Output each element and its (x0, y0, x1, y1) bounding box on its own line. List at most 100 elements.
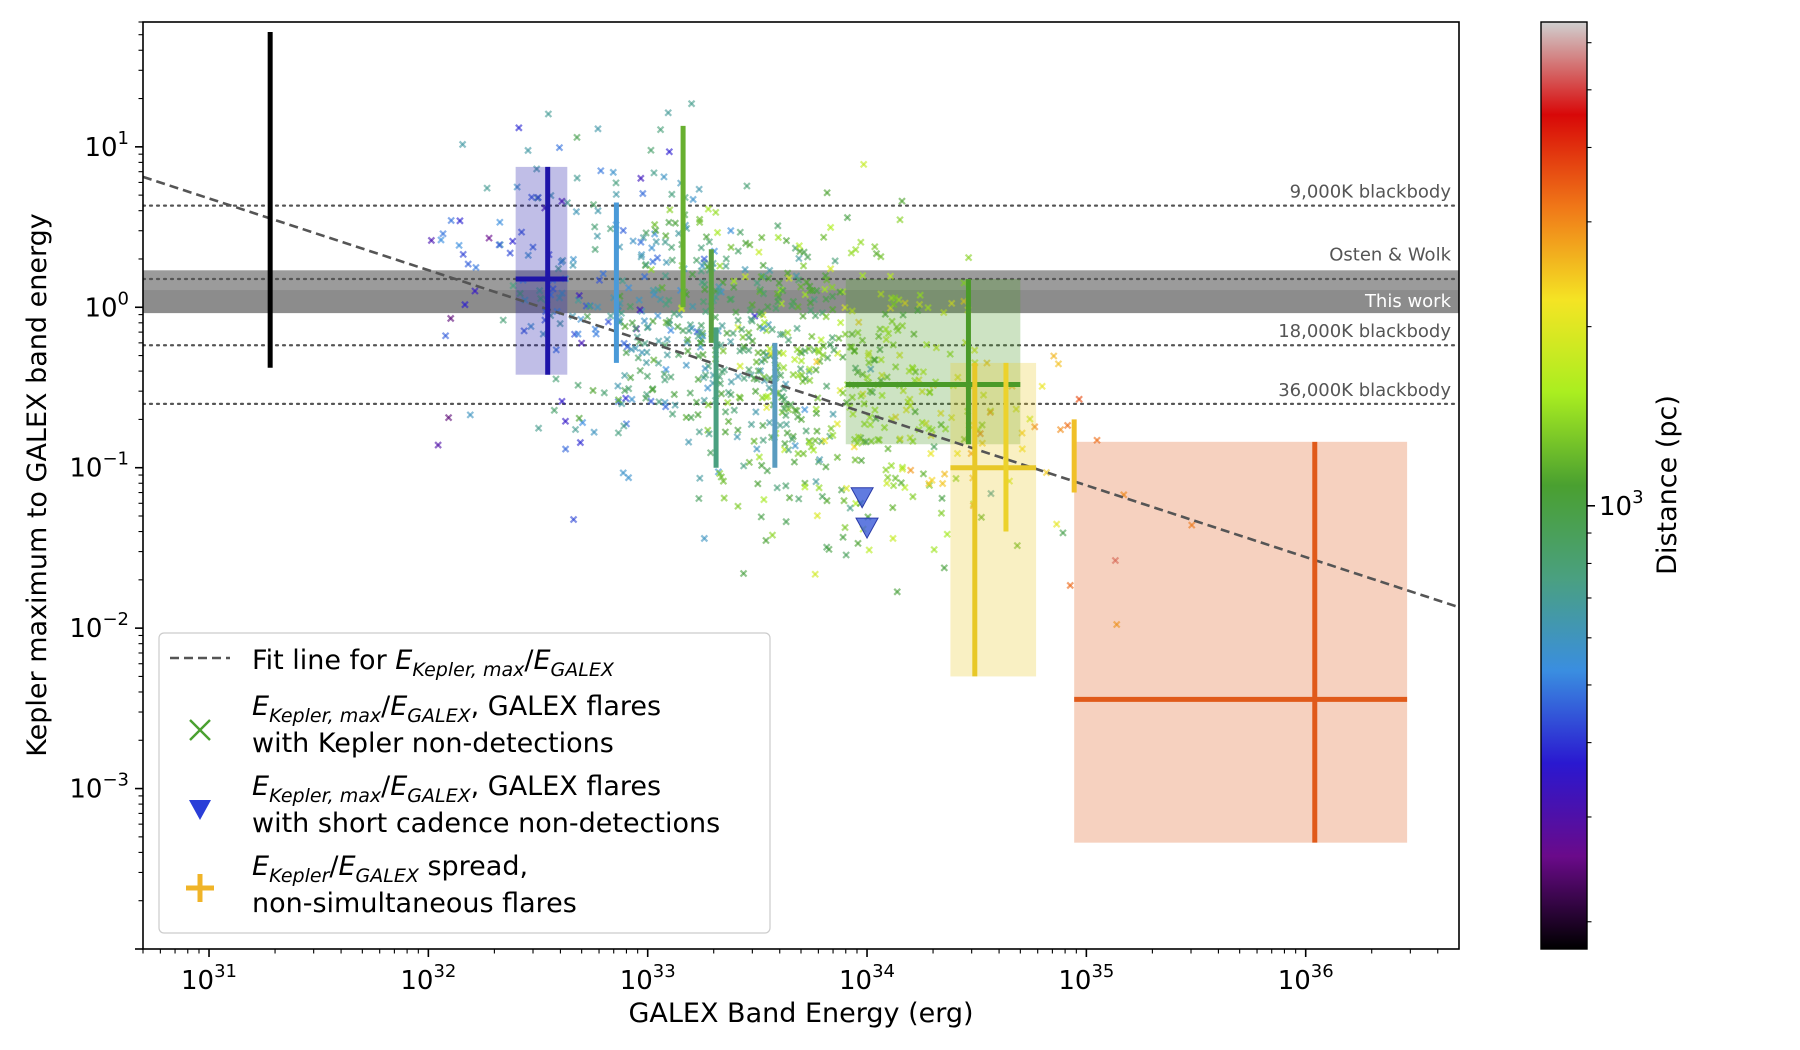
scatter-point (833, 420, 842, 428)
scatter-point (870, 356, 878, 364)
scatter-point (662, 232, 670, 240)
scatter-point (624, 473, 633, 482)
scatter-point (720, 366, 729, 374)
scatter-point (888, 503, 897, 512)
scatter-point (840, 496, 848, 505)
scatter-point (754, 367, 763, 375)
scatter-point (620, 386, 629, 395)
scatter-point (663, 335, 671, 344)
scatter-point (805, 365, 814, 373)
scatter-point (656, 125, 665, 134)
scatter-point (896, 435, 904, 443)
scatter-point (857, 238, 865, 247)
scatter-point (916, 291, 924, 299)
scatter-point (667, 326, 675, 335)
scatter-point (621, 322, 629, 331)
scatter-point (784, 336, 793, 344)
scatter-point (977, 513, 986, 522)
scatter-point (854, 328, 862, 337)
scatter-point (811, 436, 819, 445)
scatter-point (801, 483, 809, 491)
scatter-point (1059, 529, 1067, 537)
scatter-point (640, 272, 649, 281)
scatter-point (697, 321, 706, 330)
scatter-point (746, 306, 755, 314)
scatter-point (650, 169, 658, 177)
scatter-point (764, 392, 772, 401)
scatter-point (803, 253, 812, 261)
scatter-point (851, 456, 859, 464)
scatter-point (898, 321, 907, 330)
scatter-point (866, 420, 875, 429)
scatter-point (987, 489, 995, 498)
scatter-point (664, 319, 672, 327)
scatter-point (1012, 405, 1020, 413)
scatter-point (727, 243, 735, 252)
scatter-point (818, 492, 827, 501)
scatter-point (696, 339, 705, 347)
scatter-point (670, 309, 678, 318)
scatter-point (464, 260, 472, 268)
scatter-point (826, 223, 835, 232)
scatter-point (576, 438, 585, 447)
scatter-point (849, 410, 857, 418)
scatter-point (882, 325, 890, 334)
colorbar-ticks: 103 (1587, 42, 1644, 923)
scatter-point (631, 344, 640, 353)
scatter-point (797, 283, 805, 291)
scatter-point (701, 364, 709, 373)
scatter-point (705, 430, 713, 438)
scatter-point (552, 346, 561, 354)
scatter-point (620, 422, 628, 430)
legend-text: EKepler, max/EGALEX, GALEX flares (252, 691, 661, 727)
x-tick-label-3: 1034 (839, 961, 895, 996)
reference-label-0: 9,000K blackbody (1290, 182, 1452, 203)
scatter-point (925, 388, 934, 397)
scatter-point (774, 297, 782, 306)
scatter-point (854, 539, 862, 548)
scatter-point (626, 302, 635, 311)
x-tick-label-5: 1036 (1278, 961, 1334, 996)
scatter-point (697, 267, 706, 275)
scatter-point (673, 322, 682, 331)
scatter-point (953, 449, 962, 458)
scatter-point (614, 382, 622, 390)
scatter-point (736, 362, 744, 370)
scatter-point (813, 511, 822, 520)
scatter-point (877, 290, 885, 298)
scatter-point (796, 247, 804, 256)
scatter-point (558, 289, 566, 297)
scatter-point (939, 308, 948, 317)
scatter-point (561, 417, 570, 426)
upper-limit-triangles (850, 487, 879, 540)
y-axis: 101 100 10−1 10−2 10−3 (69, 21, 143, 950)
scatter-point (638, 348, 646, 357)
legend-box (158, 632, 771, 934)
scatter-point (802, 278, 811, 286)
scatter-point (563, 198, 572, 207)
scatter-point (901, 299, 909, 307)
scatter-point (908, 363, 917, 372)
scatter-point (558, 197, 566, 206)
scatter-point (688, 270, 697, 279)
scatter-point (960, 297, 968, 306)
scatter-point (797, 357, 806, 365)
scatter-point (636, 366, 644, 375)
scatter-point (745, 458, 754, 467)
legend: Fit line for EKepler, max/EGALEX EKepler,… (158, 632, 771, 934)
scatter-point (773, 483, 781, 492)
scatter-point (785, 274, 793, 283)
scatter-point (569, 515, 578, 524)
scatter-point (806, 306, 815, 314)
scatter-point (743, 182, 751, 190)
scatter-point (979, 391, 988, 399)
colorbar-gradient (1540, 21, 1588, 950)
scatter-point (585, 302, 594, 311)
scatter-point (819, 351, 827, 359)
scatter-point (1112, 620, 1121, 629)
scatter-point (692, 398, 701, 407)
scatter-point (812, 477, 820, 486)
scatter-point (499, 316, 508, 324)
legend-triangle-icon (189, 800, 211, 820)
scatter-point (831, 257, 839, 265)
